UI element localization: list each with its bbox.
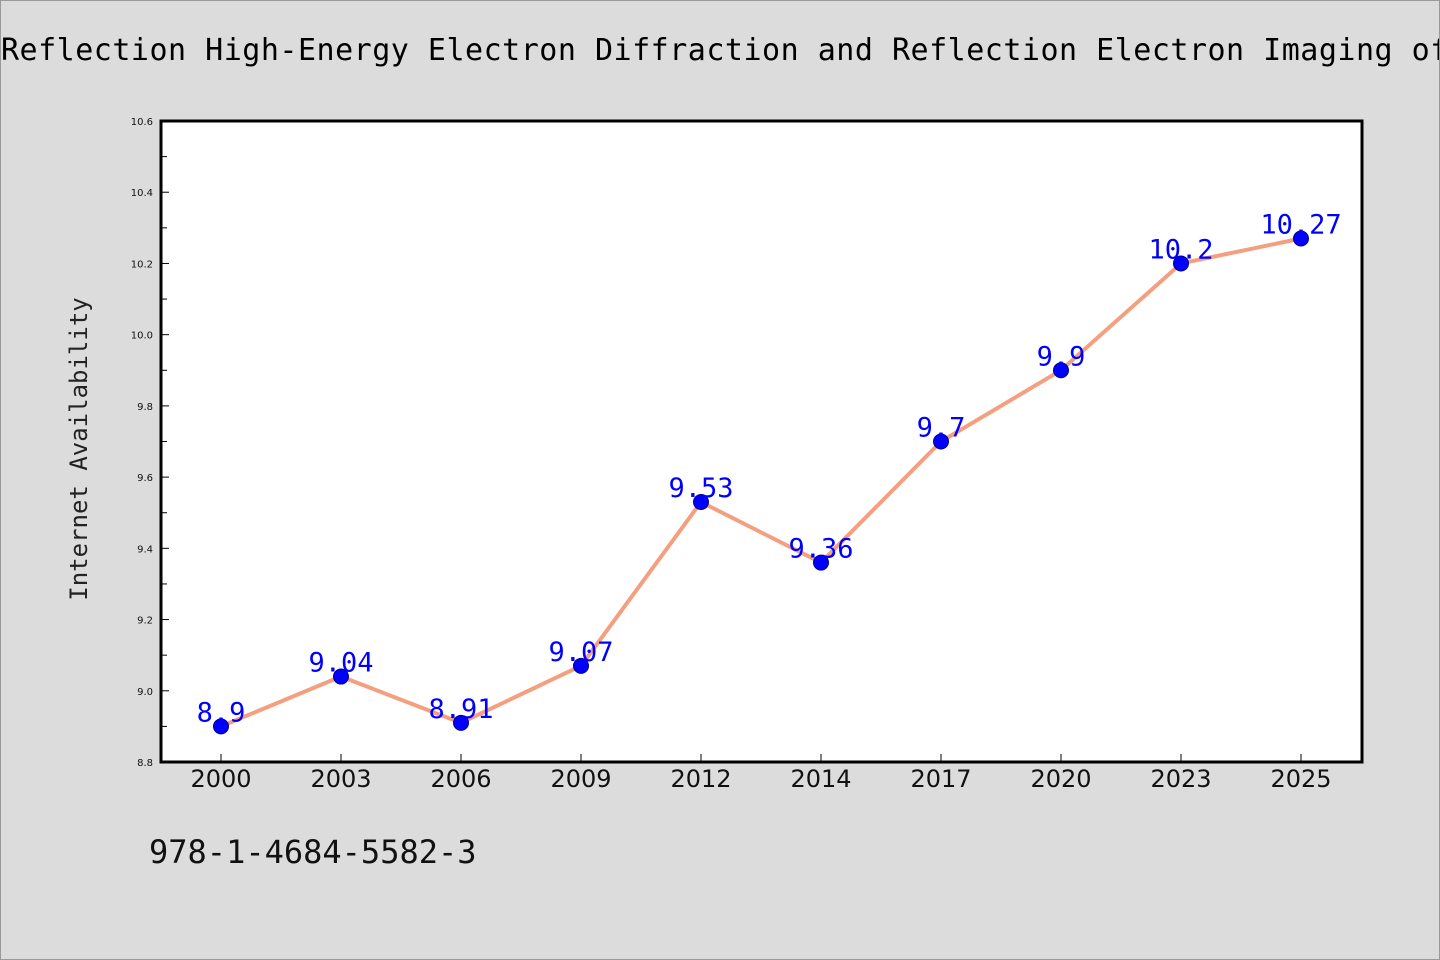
y-tick-label: 8.8 xyxy=(137,758,153,769)
x-tick-label: 2025 xyxy=(1270,765,1331,793)
data-label: 8.91 xyxy=(428,694,493,725)
y-tick-label: 9.6 xyxy=(137,473,153,484)
data-point xyxy=(573,657,589,674)
data-label: 9.7 xyxy=(917,413,966,444)
y-tick-label: 10.2 xyxy=(131,259,153,270)
x-tick-label: 2000 xyxy=(190,765,251,793)
data-label: 9.53 xyxy=(668,473,733,504)
isbn-code: 978-1-4684-5582-3 xyxy=(149,833,477,871)
data-point xyxy=(1053,362,1069,379)
x-tick-label: 2023 xyxy=(1150,765,1211,793)
plot-area xyxy=(159,119,1364,764)
data-point xyxy=(1173,255,1189,272)
data-point xyxy=(453,714,469,731)
y-tick-label: 9.8 xyxy=(137,402,153,413)
x-tick-label: 2003 xyxy=(310,765,371,793)
data-point xyxy=(693,494,709,511)
x-tick-label: 2012 xyxy=(670,765,731,793)
x-tick-label: 2006 xyxy=(430,765,491,793)
data-label: 9.07 xyxy=(548,637,613,668)
data-point xyxy=(933,433,949,450)
x-axis: 2000 2003 2006 2009 2012 2014 2017 2020 2023 2025 xyxy=(190,754,1332,793)
data-point xyxy=(213,718,229,735)
y-tick-label: 10.6 xyxy=(131,117,153,128)
y-tick-label: 9.4 xyxy=(137,544,153,555)
data-label: 10.2 xyxy=(1148,234,1213,265)
data-label: 8.9 xyxy=(197,697,246,728)
data-label: 9.04 xyxy=(308,648,373,679)
x-tick-label: 2009 xyxy=(550,765,611,793)
data-label: 10.27 xyxy=(1260,210,1341,241)
data-label: 9.36 xyxy=(788,534,853,565)
series-line xyxy=(220,236,1302,729)
y-tick-label: 10.4 xyxy=(131,188,153,199)
data-point xyxy=(1293,230,1309,247)
series-group: 8.9 9.04 8.91 9.07 9.53 9.36 9.7 9.9 10.2 10.27 xyxy=(197,210,1342,735)
y-tick-label: 9.2 xyxy=(137,616,153,627)
x-tick-label: 2014 xyxy=(790,765,851,793)
y-tick-label: 10.0 xyxy=(131,331,153,342)
x-tick-label: 2020 xyxy=(1030,765,1091,793)
data-label: 9.9 xyxy=(1037,341,1086,372)
data-point xyxy=(813,554,829,571)
data-point xyxy=(333,668,349,685)
y-tick-label: 9.0 xyxy=(137,687,153,698)
chart-title: Reflection High-Energy Electron Diffract… xyxy=(1,33,1439,68)
y-axis-label: Internet Availability xyxy=(65,297,93,600)
x-tick-label: 2017 xyxy=(910,765,971,793)
y-axis: 8.8 9.0 9.2 9.4 9.6 9.8 10.0 10.2 10.4 10.6 xyxy=(131,117,169,769)
